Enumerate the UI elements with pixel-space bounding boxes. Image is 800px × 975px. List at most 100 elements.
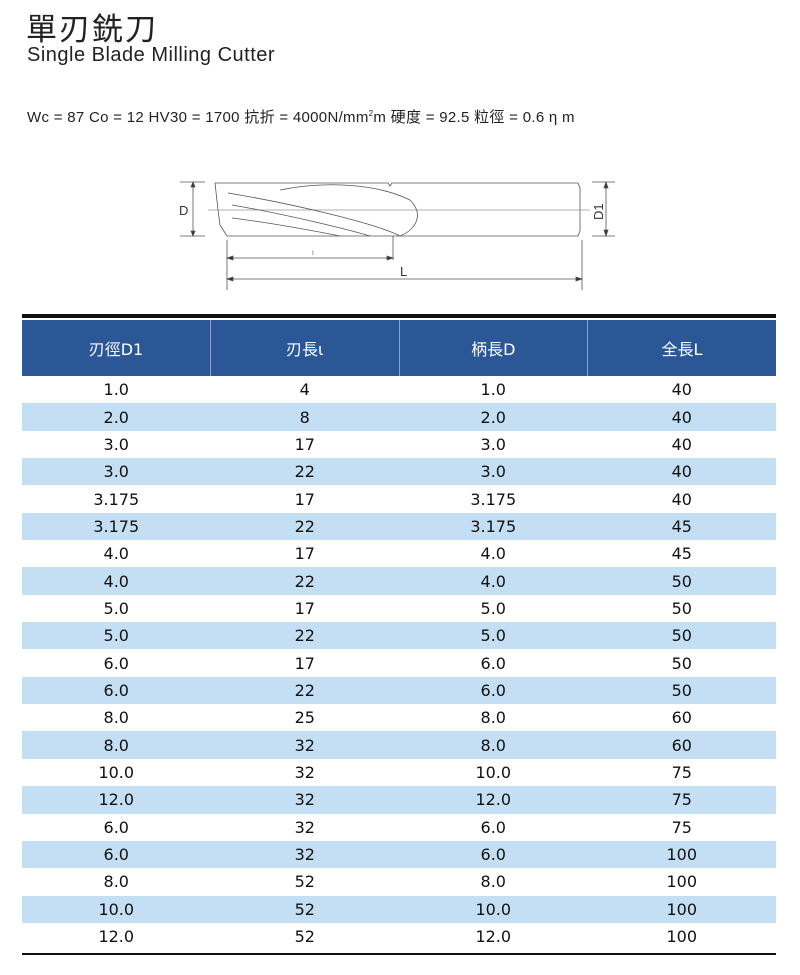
table-cell: 6.0 <box>103 817 129 837</box>
table-cell: 32 <box>210 731 399 759</box>
table-cell: 60 <box>587 731 776 759</box>
table-cell: 22 <box>210 676 399 705</box>
table-cell: 10.0 <box>475 762 512 782</box>
table-cell: 22 <box>210 567 399 595</box>
table-cell: 10.0 <box>399 895 588 923</box>
table-cell: 8.0 <box>22 731 211 759</box>
spec-text-2: m 硬度 = 92.5 粒徑 = 0.6 η m <box>373 109 575 126</box>
table-cell: 4.0 <box>22 567 211 595</box>
table-cell: 40 <box>671 380 692 400</box>
table-row: 10.0 32 10.0 75 <box>22 759 776 786</box>
table-cell: 8.0 <box>480 872 506 892</box>
label-d: D <box>179 203 188 218</box>
table-cell: 25 <box>294 708 315 728</box>
table-row: 5.0 17 5.0 50 <box>22 595 776 622</box>
label-d1: D1 <box>591 203 606 220</box>
table-cell: 50 <box>671 598 692 618</box>
table-cell: 6.0 <box>399 676 588 705</box>
table-cell: 8.0 <box>399 731 588 759</box>
table-row: 8.0 25 8.0 60 <box>22 704 776 731</box>
material-spec: Wc = 87 Co = 12 HV30 = 1700 抗折 = 4000N/m… <box>27 106 575 127</box>
table-row: 4.0 22 4.0 50 <box>22 567 776 595</box>
table-cell: 100 <box>587 895 776 923</box>
table-bottom-rule <box>22 953 776 955</box>
table-cell: 50 <box>587 567 776 595</box>
table-cell: 4.0 <box>399 567 588 595</box>
table-cell: 8.0 <box>103 872 129 892</box>
table-row: 6.0 22 6.0 50 <box>22 676 776 705</box>
table-cell: 17 <box>294 653 315 673</box>
table-cell: 22 <box>210 458 399 486</box>
column-header: 刃徑D1 <box>22 320 211 376</box>
table-cell: 75 <box>587 786 776 814</box>
table-row: 10.0 52 10.0 100 <box>22 895 776 923</box>
table-row: 3.0 22 3.0 40 <box>22 458 776 486</box>
column-header: 柄長D <box>398 320 588 376</box>
table-row: 1.0 4 1.0 40 <box>22 376 776 403</box>
table-cell: 3.0 <box>103 434 129 454</box>
table-row: 8.0 52 8.0 100 <box>22 868 776 895</box>
table-cell: 3.175 <box>93 489 140 509</box>
table-cell: 2.0 <box>399 403 588 431</box>
table-cell: 5.0 <box>22 622 211 650</box>
label-l: L <box>400 264 407 279</box>
table-cell: 32 <box>294 817 315 837</box>
spec-table: 刃徑D1 刃長ι 柄長D 全長L 1.0 4 1.0 40 2.0 8 2.0 40 3.0 17 3.0… <box>22 320 776 950</box>
table-cell: 4.0 <box>480 544 506 564</box>
table-cell: 5.0 <box>480 598 506 618</box>
table-cell: 40 <box>671 489 692 509</box>
table-cell: 40 <box>671 434 692 454</box>
table-cell: 4.0 <box>103 544 129 564</box>
table-row: 12.0 32 12.0 75 <box>22 786 776 814</box>
table-cell: 32 <box>210 786 399 814</box>
table-cell: 12.0 <box>98 927 135 947</box>
table-cell: 6.0 <box>22 840 211 869</box>
table-cell: 52 <box>294 872 315 892</box>
table-cell: 17 <box>294 434 315 454</box>
table-cell: 50 <box>587 676 776 705</box>
table-row: 3.0 17 3.0 40 <box>22 431 776 458</box>
table-cell: 22 <box>210 512 399 541</box>
table-row: 6.0 32 6.0 75 <box>22 814 776 841</box>
table-cell: 3.175 <box>470 489 517 509</box>
table-cell: 3.0 <box>22 458 211 486</box>
table-cell: 75 <box>671 817 692 837</box>
table-cell: 1.0 <box>480 380 506 400</box>
table-cell: 32 <box>294 762 315 782</box>
table-cell: 60 <box>671 708 692 728</box>
table-cell: 5.0 <box>103 598 129 618</box>
table-cell: 10.0 <box>22 895 211 923</box>
table-cell: 45 <box>587 512 776 541</box>
table-cell: 10.0 <box>98 762 135 782</box>
table-cell: 6.0 <box>103 653 129 673</box>
table-cell: 17 <box>294 598 315 618</box>
table-cell: 52 <box>210 895 399 923</box>
table-cell: 8.0 <box>103 708 129 728</box>
table-cell: 12.0 <box>475 927 512 947</box>
table-cell: 8.0 <box>480 708 506 728</box>
table-row: 3.175 22 3.175 45 <box>22 512 776 541</box>
table-cell: 40 <box>587 403 776 431</box>
table-cell: 6.0 <box>480 817 506 837</box>
table-cell: 2.0 <box>22 403 211 431</box>
table-cell: 17 <box>294 544 315 564</box>
table-cell: 50 <box>671 653 692 673</box>
table-row: 8.0 32 8.0 60 <box>22 731 776 759</box>
column-header: 全長L <box>587 320 776 376</box>
table-cell: 6.0 <box>399 840 588 869</box>
page-title: 單刃銑刀 <box>26 12 158 48</box>
table-cell: 1.0 <box>103 380 129 400</box>
table-row: 6.0 17 6.0 50 <box>22 649 776 676</box>
table-cell: 12.0 <box>22 786 211 814</box>
table-cell: 100 <box>666 872 698 892</box>
cutter-drawing: D ι L D1 <box>179 180 615 290</box>
spec-superscript: 2 <box>368 109 374 118</box>
table-cell: 40 <box>587 458 776 486</box>
table-cell: 6.0 <box>480 653 506 673</box>
table-cell: 3.175 <box>399 512 588 541</box>
table-cell: 22 <box>210 622 399 650</box>
table-top-rule <box>22 314 776 318</box>
table-row: 5.0 22 5.0 50 <box>22 622 776 650</box>
table-row: 3.175 17 3.175 40 <box>22 485 776 512</box>
table-cell: 32 <box>210 840 399 869</box>
